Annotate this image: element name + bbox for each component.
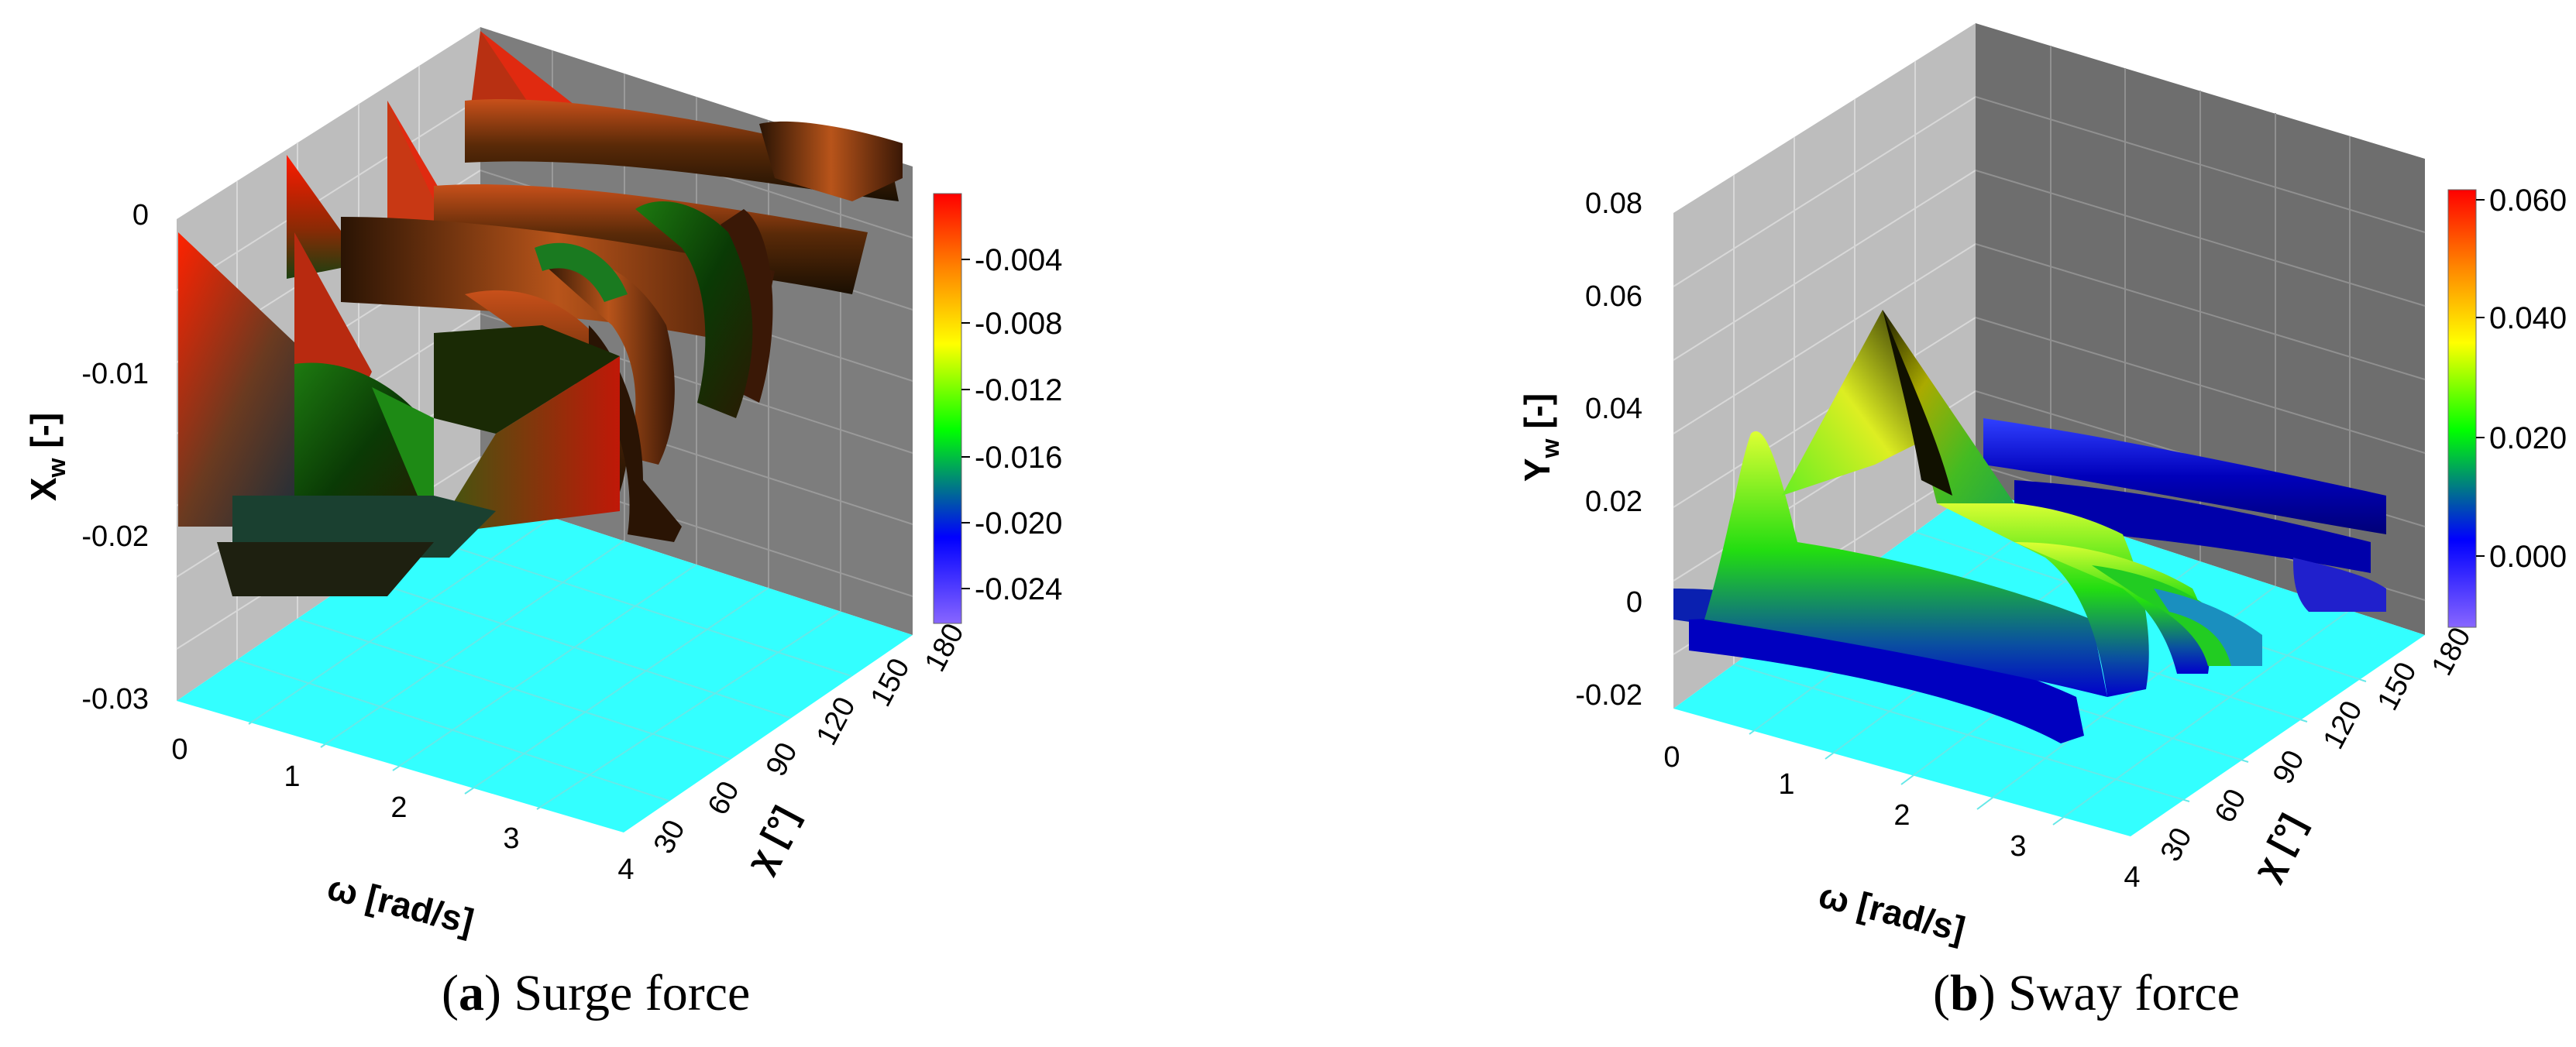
chart-a-z-label: Xw [-]: [23, 413, 71, 501]
chart-b-colorbar-tick: 0.060: [2489, 184, 2567, 218]
chart-a-y-label: χ [°]: [738, 799, 806, 878]
caption-a-letter: a: [458, 965, 484, 1021]
caption-b-letter: b: [1949, 965, 1979, 1021]
chart-b-colorbar: [2447, 189, 2477, 628]
chart-b-z-tick: 0.08: [1585, 187, 1642, 220]
chart-a-y-tick: 30: [648, 815, 692, 859]
chart-a-y-tick: 60: [702, 776, 746, 820]
chart-b-colorbar-tick: 0.020: [2489, 421, 2567, 455]
chart-a-colorbar-tick: -0.020: [975, 506, 1062, 541]
chart-a-surface: [178, 31, 903, 596]
caption-a: (a) Surge force: [442, 964, 750, 1023]
chart-a-colorbar-tick: -0.012: [975, 373, 1062, 407]
chart-b-colorbar-ticks: 0.060 0.040 0.020 0.000: [2476, 184, 2567, 574]
chart-b-z-tick: 0.04: [1585, 393, 1642, 425]
chart-b-x-tick: 3: [2010, 830, 2026, 863]
caption-b: (b) Sway force: [1933, 964, 2240, 1023]
chart-b-x-tick: 1: [1778, 768, 1794, 801]
chart-b-x-label: ω [rad/s]: [1815, 874, 1969, 949]
chart-a-y-tick: 90: [760, 737, 804, 781]
chart-b-colorbar-tick: 0.000: [2489, 540, 2567, 574]
chart-a-colorbar-tick: -0.008: [975, 307, 1062, 341]
chart-a-colorbar-tick: -0.004: [975, 243, 1062, 277]
chart-b-surface: [1673, 310, 2386, 743]
chart-a-x-tick: 1: [284, 760, 300, 793]
chart-a-x-tick: 4: [617, 853, 634, 886]
chart-b-z-tick: 0: [1626, 586, 1642, 619]
chart-a-x-label: ω [rad/s]: [324, 867, 478, 942]
chart-b-x-tick: 0: [1663, 741, 1680, 774]
chart-b-x-tick: 4: [2124, 861, 2140, 894]
chart-a-x-tick: 3: [503, 822, 519, 855]
chart-b-y-tick: 60: [2209, 784, 2253, 828]
chart-a-colorbar-ticks: -0.004 -0.008 -0.012 -0.016 -0.020 -0.02…: [961, 243, 1062, 606]
chart-a-z-tick: -0.01: [81, 358, 149, 390]
chart-a-z-tick: -0.02: [81, 520, 149, 553]
chart-a-colorbar-tick: -0.016: [975, 441, 1062, 475]
chart-b-z-tick: 0.06: [1585, 280, 1642, 313]
chart-b-y-tick: 180: [2426, 623, 2478, 681]
chart-b-y-tick: 90: [2267, 745, 2311, 789]
chart-a-y-tick: 180: [919, 619, 971, 678]
chart-a-z-tick: -0.03: [81, 683, 149, 716]
chart-b-y-label: χ [°]: [2245, 807, 2313, 886]
chart-b: 0.08 0.06 0.04 0.02 0 -0.02 Yw [-] 0 1 2…: [1517, 23, 2567, 949]
chart-a-y-tick: 120: [810, 692, 862, 751]
chart-a-x-ticks: 0 1 2 3 4: [171, 733, 634, 886]
chart-a-x-tick: 2: [390, 791, 407, 824]
caption-a-text: ) Surge force: [483, 965, 751, 1021]
chart-a-colorbar-tick: -0.024: [975, 572, 1062, 606]
chart-b-z-label: Yw [-]: [1517, 393, 1564, 482]
chart-b-y-tick: 30: [2155, 822, 2199, 867]
caption-a-paren: (: [442, 965, 459, 1021]
chart-b-x-tick: 2: [1893, 799, 1910, 832]
caption-b-paren: (: [1933, 965, 1950, 1021]
chart-b-z-tick: 0.02: [1585, 486, 1642, 518]
chart-a-z-ticks: 0 -0.01 -0.02 -0.03: [81, 199, 149, 716]
chart-a-z-tick: 0: [132, 199, 149, 232]
chart-b-colorbar-tick: 0.040: [2489, 301, 2567, 335]
chart-a-x-tick: 0: [171, 733, 187, 766]
chart-b-x-ticks: 0 1 2 3 4: [1663, 741, 2140, 894]
chart-b-y-tick: 120: [2317, 696, 2369, 755]
chart-a: 0 -0.01 -0.02 -0.03 Xw [-] 0 1 2 3 4 ω […: [23, 27, 1062, 942]
caption-b-text: ) Sway force: [1978, 965, 2240, 1021]
chart-b-z-ticks: 0.08 0.06 0.04 0.02 0 -0.02: [1575, 187, 1642, 712]
chart-a-colorbar: [933, 193, 962, 624]
chart-b-z-tick: -0.02: [1575, 679, 1642, 712]
